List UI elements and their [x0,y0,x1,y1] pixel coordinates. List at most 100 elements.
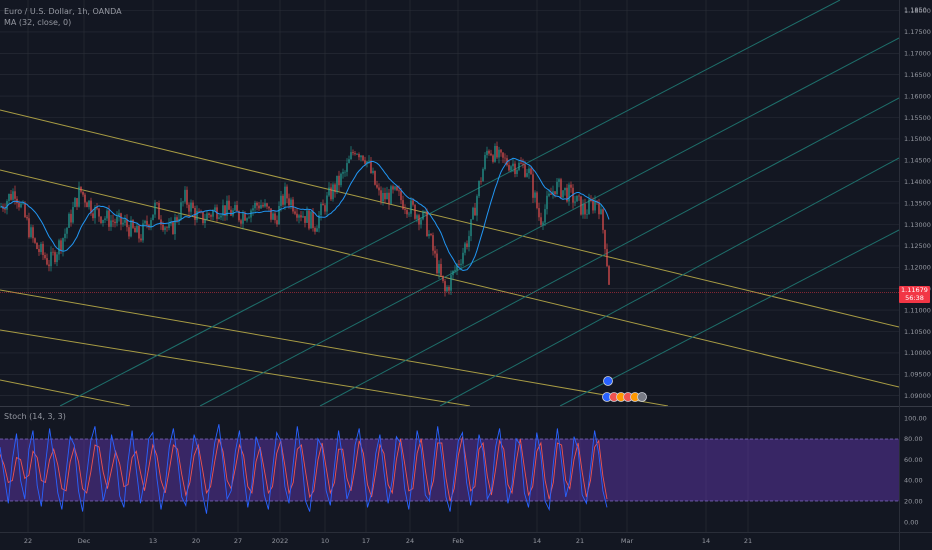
stoch-tick-label: 60.00 [904,456,923,464]
candle-body [394,186,396,190]
stoch-tick-label: 40.00 [904,477,923,485]
event-markers[interactable] [602,376,647,402]
ascending-channel-line[interactable] [559,229,900,407]
ascending-channel-line[interactable] [439,157,900,407]
price-tick-label: 1.10000 [904,349,931,357]
candle-body [504,157,506,159]
descending-channel-line[interactable] [0,329,471,407]
candle-body [308,210,310,229]
candle-body [300,215,302,218]
candle-body [134,227,136,233]
stoch-d-line [0,436,608,502]
candle-body [262,204,264,207]
candle-body [568,184,570,202]
candle-body [502,152,504,158]
candle-body [296,213,298,218]
descending-channel-line[interactable] [0,169,900,388]
candle-body [144,220,146,224]
candle-body [208,213,210,216]
candle-body [82,191,84,195]
candle-body [592,200,594,211]
candle-body [58,240,60,255]
event-marker[interactable] [637,392,647,402]
candle-body [516,169,518,174]
ma-legend[interactable]: MA (32, close, 0) [4,18,72,27]
symbol-legend[interactable]: Euro / U.S. Dollar, 1h, OANDA [4,7,122,16]
candle-body [272,213,274,220]
candle-body [574,201,576,203]
time-tick-label: 22 [24,537,32,545]
candle-body [250,210,252,218]
candle-body [102,219,104,224]
candle-body [188,204,190,212]
candle-body [552,191,554,195]
candle-body [324,205,326,212]
candle-body [418,215,420,225]
candle-body [332,184,334,200]
descending-channel-line[interactable] [0,289,669,407]
stoch-tick-label: 20.00 [904,498,923,506]
candle-body [42,243,44,255]
candle-body [360,155,362,158]
candle-body [136,225,138,233]
ascending-channel-line[interactable] [59,0,841,407]
candle-body [170,222,172,224]
candle-body [406,210,408,215]
candle-body [556,181,558,195]
price-tick-label: 1.17500 [904,28,931,36]
candle-body [304,216,306,223]
candle-body [456,264,458,270]
candle-body [470,219,472,237]
candle-body [546,195,548,210]
candle-body [500,149,502,153]
candle-body [76,198,78,207]
candle-body [402,200,404,210]
candle-body [254,202,256,209]
candle-body [294,211,296,214]
price-tick-label: 1.10500 [904,328,931,336]
stoch-legend[interactable]: Stoch (14, 3, 3) [4,412,66,421]
candle-body [328,187,330,196]
candle-body [352,152,354,154]
candle-body [384,193,386,200]
price-tick-label: 1.11000 [904,306,931,314]
candle-body [306,210,308,223]
candle-body [424,211,426,212]
candle-body [112,220,114,222]
candle-body [462,252,464,264]
candle-body [310,211,312,229]
stoch-axis[interactable]: 100.00 80.00 60.00 40.00 20.00 0.00 [904,414,927,526]
candle-body [140,238,142,241]
descending-channel-line[interactable] [0,109,900,328]
price-tick-label: 1.13500 [904,199,931,207]
time-axis[interactable]: 22 Dec 13 20 27 2022 10 17 24 Feb 14 21 Mar 14 21 [24,537,752,545]
descending-channel-line[interactable] [0,379,131,407]
candle-body [408,213,410,215]
candle-body [162,224,164,231]
candle-body [606,249,608,267]
candle-body [534,192,536,198]
stoch-tick-label: 80.00 [904,435,923,443]
candle-body [486,150,488,156]
candle-body [222,205,224,216]
candle-body [274,213,276,221]
candle-body [10,193,12,200]
event-marker[interactable] [603,376,613,386]
ascending-channel-line[interactable] [199,37,900,407]
ascending-channel-line[interactable] [319,97,900,407]
candle-body [426,211,428,237]
candle-body [128,227,130,237]
candle-body [588,199,590,215]
candle-body [528,168,530,174]
price-tick-label: 1.12500 [904,242,931,250]
candle-body [26,217,28,219]
candle-body [518,162,520,170]
candle-body [526,173,528,177]
candle-body [226,200,228,216]
candle-body [548,193,550,196]
stoch-tick-label: 100.00 [904,414,927,422]
candle-body [430,233,432,236]
candle-body [326,195,328,212]
